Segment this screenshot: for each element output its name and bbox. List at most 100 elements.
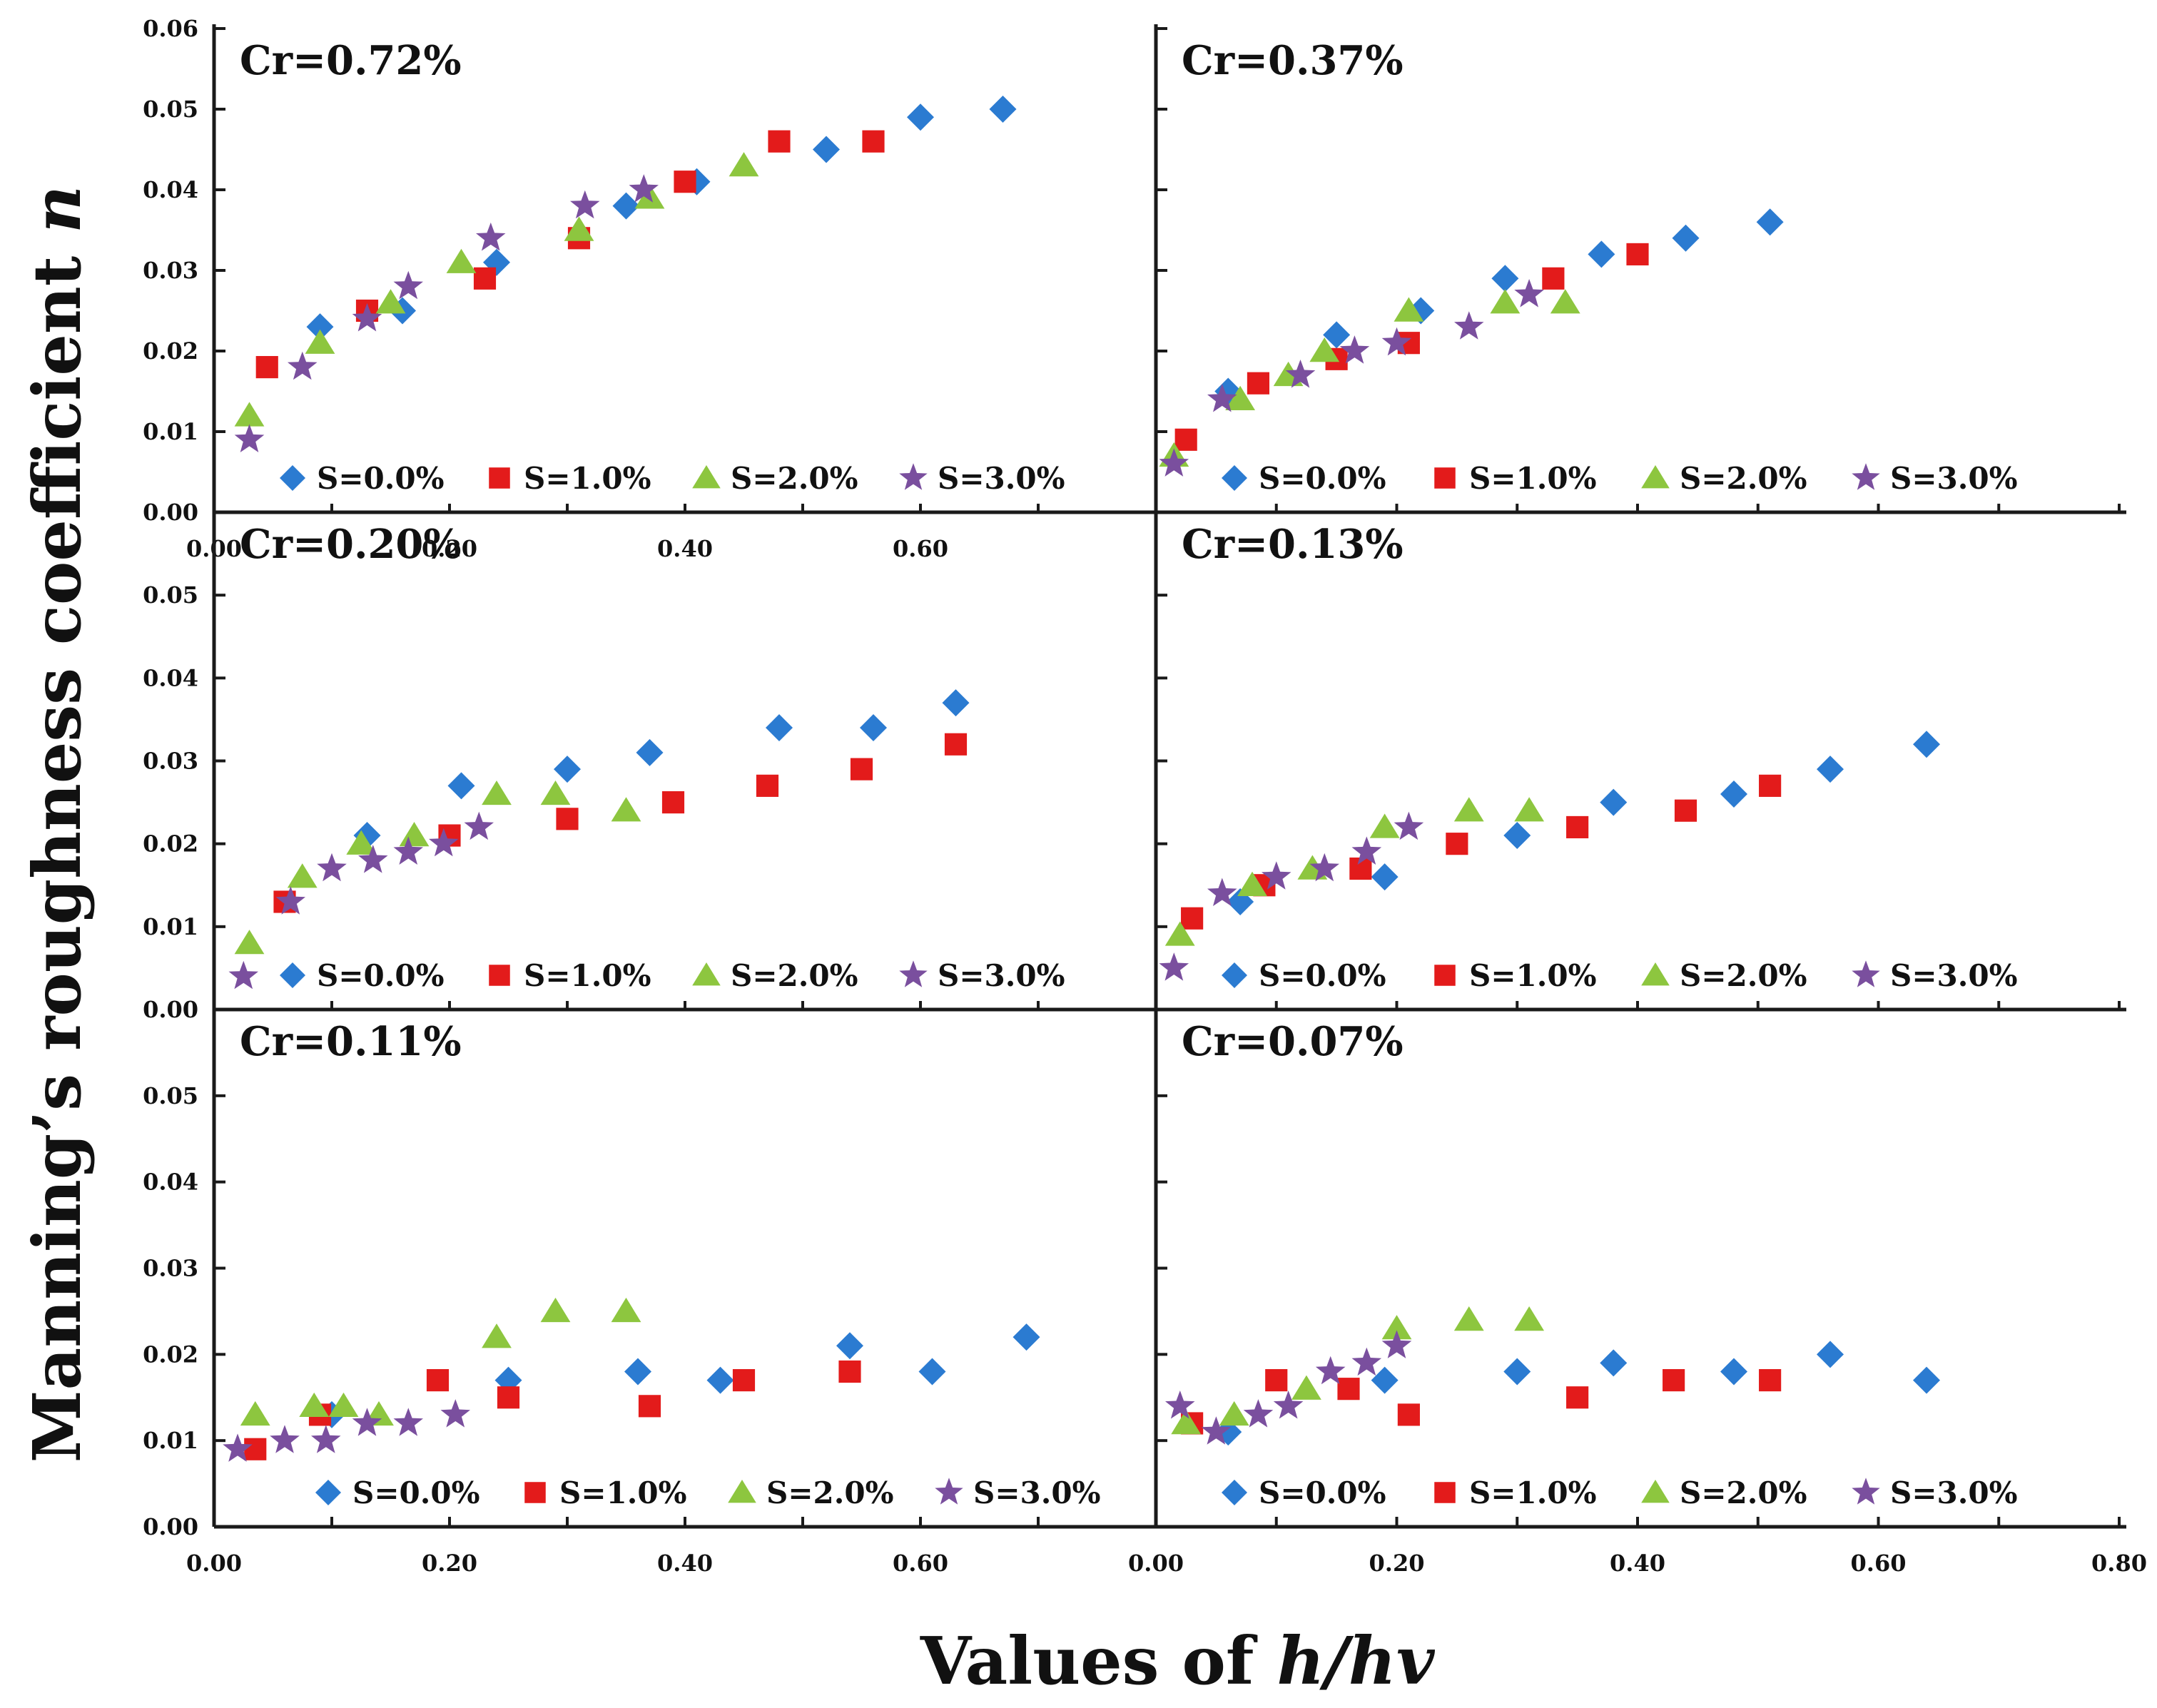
data-point [1394, 297, 1424, 322]
panel-title: Cr=0.72% [240, 37, 462, 84]
y-tick-label: 0.01 [143, 1427, 198, 1454]
data-point [234, 402, 265, 427]
data-point [393, 270, 423, 300]
legend-label: S=0.0% [1259, 958, 1386, 993]
x-axis-title-text: Values of [920, 1622, 1258, 1699]
y-tick-label: 0.00 [143, 1513, 198, 1540]
data-point [674, 171, 696, 193]
data-point [244, 1438, 267, 1460]
panel-Cr=0.20%: 0.00 0.01 0.02 0.03 0.04 0.05 Cr=0.20% S=0.0% S=… [143, 508, 1157, 1023]
data-point [612, 192, 640, 220]
data-point [275, 886, 305, 915]
legend-label: S=2.0% [731, 461, 858, 496]
x-tick-label: 0.20 [422, 1550, 477, 1577]
data-point [1201, 1416, 1232, 1445]
data-point [611, 1297, 641, 1323]
data-point [426, 1369, 450, 1392]
legend-marker [899, 463, 928, 490]
x-tick-label: 0.40 [657, 1550, 713, 1577]
data-point [1247, 372, 1270, 395]
data-point [1351, 836, 1382, 865]
data-point [570, 190, 600, 219]
y-tick-label: 0.02 [143, 830, 198, 858]
data-point [1181, 907, 1204, 930]
data-point [638, 1395, 661, 1418]
data-point [464, 811, 494, 840]
data-point [907, 103, 934, 131]
legend-marker [1852, 1478, 1880, 1505]
y-tick-label: 0.04 [143, 1169, 198, 1196]
data-point [1165, 1391, 1195, 1419]
panel-title: Cr=0.13% [1182, 521, 1404, 568]
data-point [429, 828, 459, 857]
data-point [358, 845, 388, 873]
data-point [1566, 1386, 1589, 1409]
data-point [942, 689, 970, 717]
data-point [706, 1366, 734, 1394]
y-tick-label: 0.02 [143, 337, 198, 365]
data-point [447, 772, 475, 800]
x-axis-title-variable: h/hv [1277, 1622, 1435, 1699]
legend-label: S=2.0% [1680, 958, 1807, 993]
data-point [1663, 1369, 1685, 1392]
data-point [766, 714, 793, 742]
data-point [240, 1401, 270, 1426]
data-point [440, 1399, 470, 1428]
panel-Cr=0.13%: Cr=0.13% S=0.0% S=1.0% S=2.0% S=3.0% [1154, 508, 2126, 1012]
legend-marker [1434, 1482, 1456, 1503]
y-axis-title: Manning’s roughness coefficient n [19, 185, 96, 1463]
y-tick-label: 0.02 [143, 1341, 198, 1368]
data-point [1550, 289, 1580, 314]
data-point [768, 130, 791, 153]
data-point [228, 960, 258, 990]
data-point [1265, 1369, 1288, 1392]
data-point [918, 1358, 946, 1386]
data-point [1309, 337, 1340, 362]
data-point [1225, 385, 1256, 410]
legend-marker [728, 1480, 756, 1503]
legend-label: S=2.0% [731, 958, 858, 993]
legend-label: S=3.0% [1890, 1475, 2018, 1510]
data-point [1446, 833, 1468, 855]
legend-marker [1641, 962, 1670, 986]
data-point [1913, 731, 1940, 758]
data-point [1542, 267, 1565, 290]
legend-marker [280, 962, 305, 988]
data-point [838, 1360, 861, 1383]
x-tick-label: 0.60 [893, 535, 948, 562]
legend-marker [489, 965, 510, 986]
data-point [1600, 1349, 1628, 1377]
data-point [540, 1297, 571, 1323]
legend-label: S=3.0% [1890, 461, 2018, 496]
data-point [1381, 1330, 1412, 1358]
data-point [661, 791, 685, 814]
data-point [1491, 265, 1519, 293]
x-tick-label: 0.00 [1128, 1550, 1184, 1577]
data-point [234, 424, 265, 452]
data-point [860, 714, 887, 742]
data-point [346, 830, 377, 855]
y-tick-label: 0.03 [143, 1255, 198, 1282]
data-point [482, 1323, 512, 1348]
data-point [1759, 774, 1782, 797]
panel-Cr=0.37%: Cr=0.37% S=0.0% S=1.0% S=2.0% S=3.0% [1154, 24, 2126, 514]
data-point [1174, 428, 1197, 451]
y-tick-label: 0.04 [143, 176, 198, 203]
data-point [1759, 1369, 1782, 1392]
legend-marker [524, 1482, 546, 1503]
x-tick-label: 0.20 [422, 535, 477, 562]
data-point [540, 780, 571, 805]
data-point [305, 329, 335, 354]
y-tick-label: 0.01 [143, 913, 198, 940]
data-point [989, 96, 1017, 123]
data-point [732, 1369, 756, 1392]
y-tick-label: 0.00 [143, 499, 198, 526]
data-point [287, 863, 318, 888]
data-point [393, 836, 423, 865]
data-point [1371, 1366, 1399, 1394]
data-point [1323, 321, 1351, 349]
data-point [1273, 1391, 1304, 1419]
data-point [611, 797, 641, 822]
data-point [234, 930, 265, 955]
